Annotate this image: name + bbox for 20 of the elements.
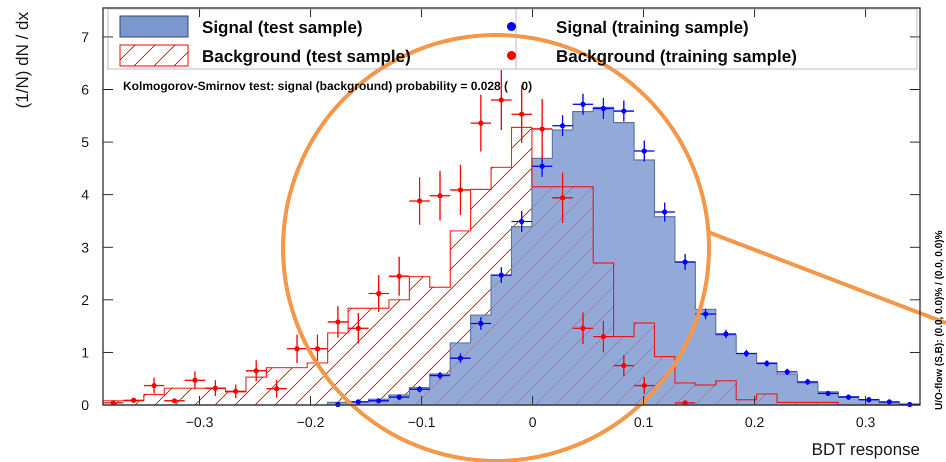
x-tick-label: −0.1: [408, 414, 436, 430]
x-tick-label: −0.3: [186, 414, 214, 430]
y-tick-label: 2: [81, 292, 90, 308]
y-tick-label: 6: [81, 82, 90, 98]
y-tick-label: 5: [81, 134, 90, 150]
legend-label: Signal (training sample): [556, 18, 749, 37]
y-tick-label: 7: [81, 28, 90, 45]
x-tick-label: 0.1: [634, 414, 654, 430]
y-tick-label: 1: [81, 344, 90, 360]
x-tick-label: 0: [528, 414, 537, 430]
text: U/O-flow (S,B): (0.0, 0.0)% / (0.0, 0.0)%: [934, 230, 945, 410]
x-axis-title: BDT response: [812, 440, 920, 459]
y-tick-label: 4: [81, 186, 90, 203]
x-tick-label: 0.2: [744, 414, 765, 430]
x-tick-label: 0.3: [856, 414, 876, 430]
y-tick-label: 0: [81, 397, 90, 413]
y-tick-label: 3: [81, 239, 90, 256]
x-tick-label: −0.2: [296, 414, 325, 430]
y-axis-title: (1/N) dN / dx: [13, 12, 32, 108]
legend-label: Signal (test sample): [202, 18, 363, 37]
